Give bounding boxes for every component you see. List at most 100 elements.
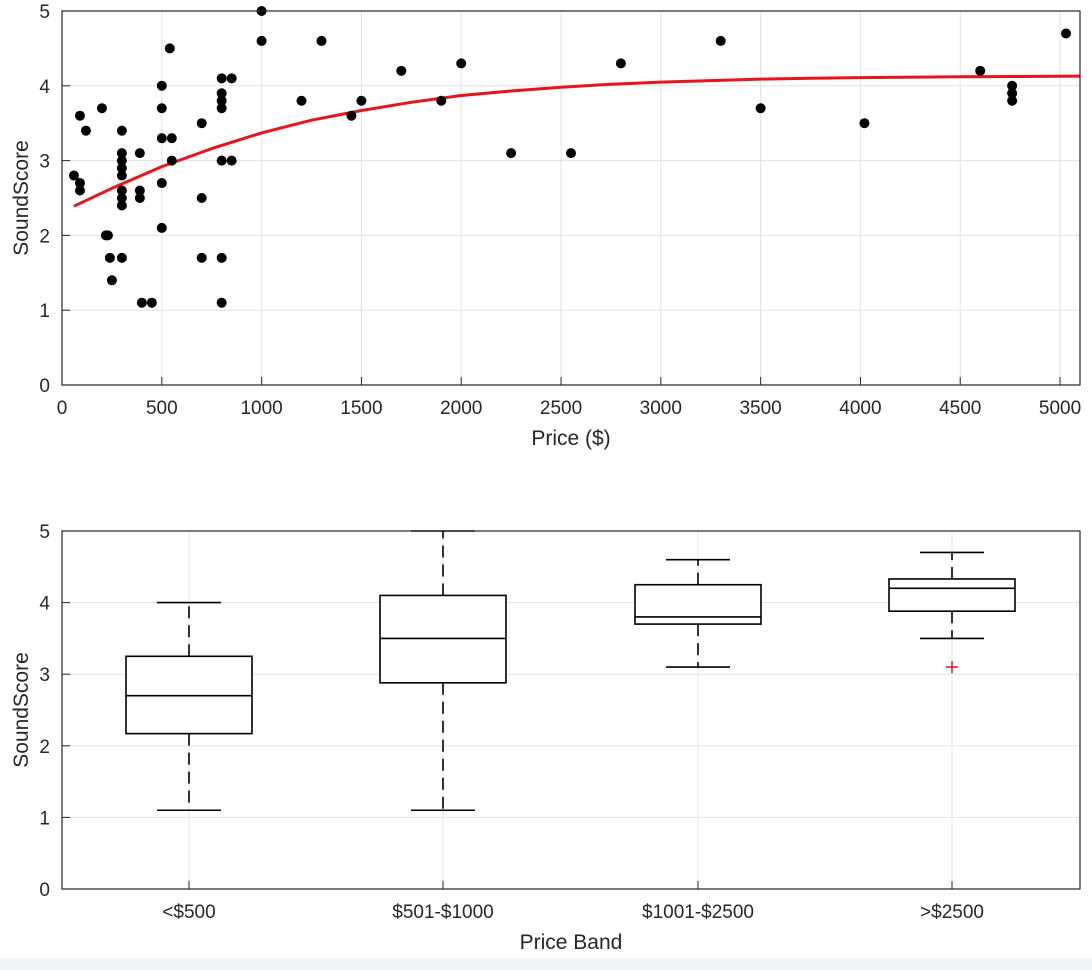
scatter-point [216,103,227,114]
scatter-point [216,95,227,106]
box-x-axis-label: Price Band [520,931,623,954]
scatter-axes-frame [61,10,1081,386]
box-group [888,551,1016,674]
scatter-point [216,297,227,308]
box-y-tick-label: 3 [39,665,50,686]
scatter-point [104,252,115,263]
scatter-point [136,297,147,308]
scatter-point [216,88,227,99]
scatter-point [156,80,167,91]
box-axes-frame [61,530,1081,890]
scatter-point [116,252,127,263]
box-x-tick-label: $501-$1000 [392,902,493,923]
box-y-axis-label: SoundScore [10,652,33,768]
scatter-point [116,170,127,181]
scatter-point [196,193,207,203]
scatter-point [134,185,145,196]
scatter-point [156,133,167,144]
box-iqr [634,583,762,625]
scatter-point [715,35,726,46]
scatter-point [975,65,986,76]
scatter-point [156,222,167,233]
scatter-point [146,297,157,308]
box-y-ticks: 0 1 2 3 4 5 [39,522,70,901]
scatter-point [166,155,177,166]
scatter-point [216,252,227,263]
bottom-strip [0,958,1092,970]
box-x-tick-label: <$500 [162,902,215,923]
scatter-point [134,148,145,159]
scatter-point [356,95,367,106]
scatter-point [156,103,167,114]
box-x-tick-label: >$2500 [920,902,984,923]
scatter-point [346,110,357,121]
scatter-point [166,133,177,144]
scatter-point [134,193,145,203]
box-x-tick-label: $1001-$2500 [642,902,754,923]
scatter-point [164,43,175,54]
scatter-x-tick-label: 3500 [739,398,781,419]
scatter-y-tick-label: 2 [39,226,50,247]
scatter-points [68,6,1072,308]
scatter-point [116,148,127,159]
box-x-ticks: <$500 $501-$1000 $1001-$2500 >$2500 [162,881,984,923]
scatter-y-tick-label: 3 [39,152,50,173]
box-y-tick-label: 5 [39,522,50,543]
box-y-tick-label: 4 [39,594,50,615]
box-group [634,558,762,668]
scatter-point [196,252,207,263]
scatter-point [256,35,267,46]
scatter-point [216,73,227,84]
scatter-y-axis-label: SoundScore [10,140,33,256]
scatter-x-tick-label: 5000 [1039,398,1081,419]
scatter-point [196,118,207,129]
box-y-tick-label: 2 [39,737,50,758]
fit-curve-line [73,74,1081,208]
scatter-x-tick-label: 4500 [939,398,981,419]
scatter-x-axis-label: Price ($) [531,427,610,450]
scatter-point [74,178,85,189]
scatter-point [68,170,79,181]
box-y-tick-label: 0 [39,880,50,901]
scatter-point [116,185,127,196]
scatter-point [80,125,91,136]
box-plot-boxes [125,530,1016,812]
scatter-y-tick-label: 5 [39,2,50,23]
scatter-x-tick-label: 500 [146,398,178,419]
scatter-x-tick-label: 4000 [839,398,881,419]
box-group [379,530,507,812]
scatter-point [1007,88,1018,99]
scatter-point [296,95,307,106]
scatter-point [506,148,517,159]
box-plot: <$500 $501-$1000 $1001-$2500 >$2500 012345 … [10,522,1081,954]
scatter-point [396,65,407,76]
scatter-grid [61,10,1080,386]
scatter-point [116,155,127,166]
scatter-x-ticks: 0 500 1000 1500 2000 2500 3000 3500 4000 4500 5000 [57,377,1081,419]
scatter-point [216,155,227,166]
scatter-point [156,178,167,189]
scatter-point [615,58,626,69]
scatter-x-tick-label: 1000 [240,398,282,419]
scatter-point [116,125,127,136]
scatter-point [96,103,107,114]
box-iqr [888,578,1016,612]
scatter-x-tick-label: 2500 [540,398,582,419]
scatter-x-tick-label: 0 [57,398,68,419]
scatter-point [436,95,447,106]
scatter-point [226,73,237,84]
scatter-y-ticks: 0 1 2 3 4 5 [39,2,70,397]
scatter-point [116,200,127,211]
scatter-x-tick-label: 3000 [640,398,682,419]
scatter-point [1061,28,1072,39]
scatter-point [755,103,766,114]
scatter-point [116,163,127,174]
scatter-point [116,193,127,203]
scatter-point [566,148,576,159]
scatter-y-tick-label: 0 [39,376,50,397]
scatter-plot: 0 500 1000 1500 2000 2500 3000 3500 4000 4500 5000… [10,2,1081,450]
scatter-fit-curve-group [73,74,1081,208]
scatter-point [859,118,870,129]
scatter-point [74,185,85,196]
